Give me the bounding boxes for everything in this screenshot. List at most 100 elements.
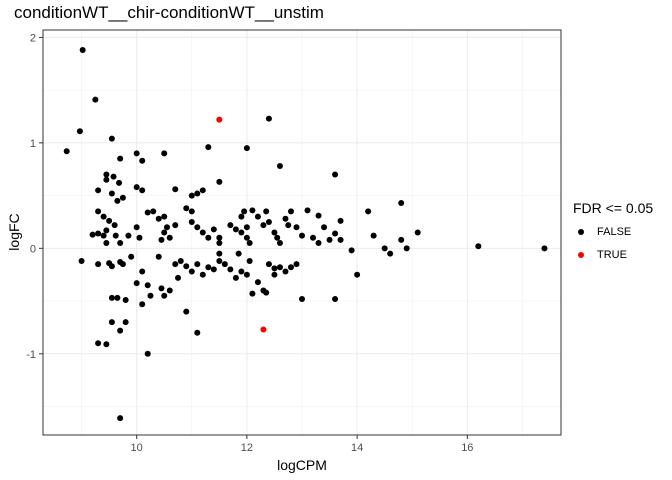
point-fdr-false (122, 297, 129, 303)
point-fdr-false (95, 340, 102, 347)
point-fdr-false (199, 271, 206, 278)
point-fdr-false (158, 236, 165, 243)
point-fdr-false (265, 261, 272, 268)
x-tick-label: 10 (131, 442, 143, 454)
point-fdr-false (348, 247, 355, 254)
point-fdr-false (263, 289, 270, 296)
point-fdr-false (95, 187, 102, 194)
point-fdr-false (315, 240, 322, 247)
point-fdr-false (166, 234, 173, 241)
point-fdr-false (108, 263, 115, 270)
point-fdr-false (139, 268, 146, 275)
point-fdr-false (326, 236, 333, 243)
point-fdr-false (103, 341, 110, 348)
point-fdr-false (147, 292, 154, 299)
y-tick-label: 2 (30, 32, 36, 44)
point-fdr-false (183, 205, 190, 212)
point-fdr-false (205, 264, 212, 271)
point-fdr-false (221, 261, 228, 268)
point-fdr-false (158, 285, 165, 292)
point-fdr-false (79, 47, 86, 54)
point-fdr-false (194, 190, 201, 197)
point-fdr-false (95, 261, 102, 268)
legend-key-false (578, 229, 584, 235)
legend-label-false: FALSE (597, 226, 632, 238)
point-fdr-false (95, 230, 102, 237)
point-fdr-false (246, 257, 253, 264)
point-fdr-false (321, 224, 328, 231)
point-fdr-false (235, 250, 242, 257)
point-fdr-false (122, 319, 129, 326)
point-fdr-false (172, 261, 179, 268)
x-axis-title: logCPM (277, 457, 327, 473)
point-fdr-false (282, 268, 289, 275)
point-fdr-false (161, 150, 168, 157)
point-fdr-false (216, 250, 223, 257)
point-fdr-false (155, 215, 162, 222)
point-fdr-false (310, 234, 317, 241)
point-fdr-false (365, 208, 372, 215)
point-fdr-false (114, 294, 121, 301)
point-fdr-false (116, 179, 123, 186)
point-fdr-false (387, 250, 394, 257)
point-fdr-false (95, 208, 102, 215)
point-fdr-false (210, 266, 217, 273)
point-fdr-false (370, 232, 377, 239)
point-fdr-false (216, 234, 223, 241)
point-fdr-false (144, 282, 151, 289)
point-fdr-false (117, 240, 124, 247)
point-fdr-false (227, 266, 234, 273)
point-fdr-false (241, 208, 248, 215)
point-fdr-false (216, 257, 223, 264)
y-axis-title: logFC (6, 213, 22, 250)
point-fdr-false (100, 232, 107, 239)
legend-label-true: TRUE (597, 249, 627, 261)
point-fdr-false (216, 240, 223, 247)
point-fdr-false (205, 144, 212, 151)
plot-border (42, 29, 562, 436)
point-fdr-false (103, 171, 110, 178)
point-fdr-false (194, 224, 201, 231)
point-fdr-false (133, 280, 140, 287)
point-fdr-false (246, 240, 253, 247)
point-fdr-false (161, 213, 168, 220)
point-fdr-false (76, 128, 83, 135)
point-fdr-false (150, 208, 157, 215)
point-fdr-false (108, 319, 115, 326)
point-fdr-false (128, 253, 135, 260)
y-tick-label: 1 (30, 138, 36, 150)
point-fdr-false (112, 232, 119, 239)
point-fdr-false (119, 194, 126, 201)
point-fdr-false (238, 229, 245, 236)
point-fdr-false (243, 271, 250, 278)
point-fdr-false (263, 208, 270, 215)
point-fdr-false (117, 415, 124, 422)
point-fdr-false (103, 227, 110, 234)
point-fdr-false (205, 234, 212, 241)
point-fdr-false (100, 213, 107, 220)
point-fdr-false (414, 229, 421, 236)
point-fdr-false (125, 232, 132, 239)
point-fdr-false (110, 173, 117, 180)
point-fdr-false (106, 217, 113, 224)
point-fdr-false (276, 264, 283, 271)
point-fdr-false (163, 224, 170, 231)
point-fdr-false (265, 218, 272, 225)
point-fdr-false (232, 274, 239, 281)
point-fdr-false (337, 217, 344, 224)
point-fdr-false (299, 295, 305, 302)
point-fdr-false (166, 287, 173, 294)
point-fdr-false (381, 245, 388, 252)
point-fdr-false (92, 96, 99, 103)
point-fdr-false (332, 171, 339, 178)
point-fdr-false (475, 243, 482, 250)
point-fdr-false (144, 209, 151, 216)
point-fdr-false (139, 187, 146, 194)
point-fdr-false (161, 229, 168, 236)
point-fdr-false (232, 226, 239, 233)
point-fdr-false (332, 230, 339, 237)
point-fdr-true (260, 326, 267, 333)
point-fdr-false (144, 350, 151, 357)
